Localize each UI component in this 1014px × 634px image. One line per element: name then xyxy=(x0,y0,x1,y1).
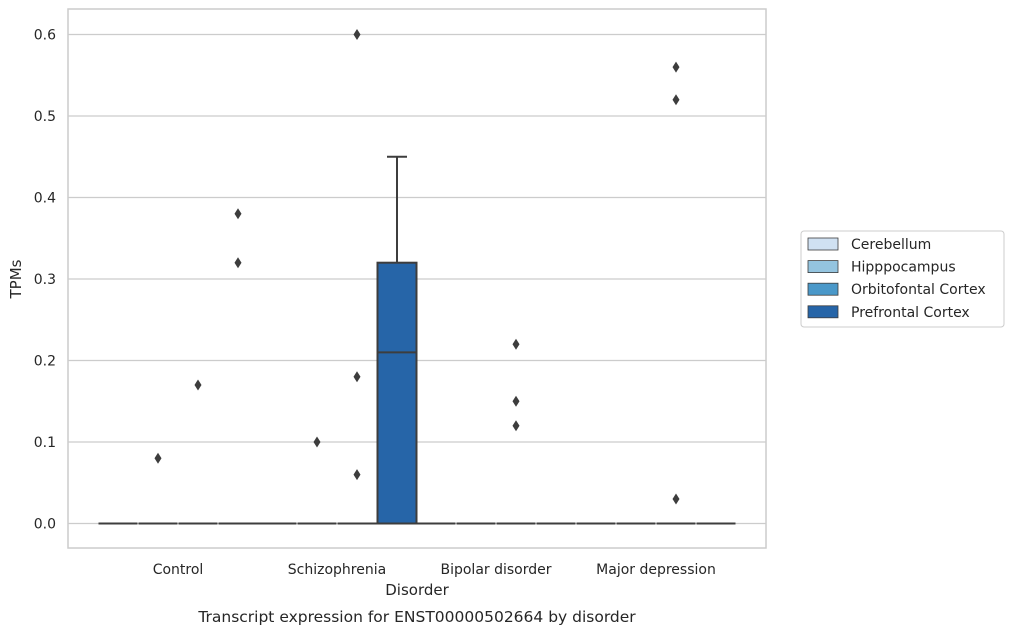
outlier-point xyxy=(672,493,680,505)
chart-caption: Transcript expression for ENST0000050266… xyxy=(197,608,636,626)
box-group xyxy=(297,436,337,525)
y-tick-label: 0.3 xyxy=(34,272,56,288)
legend-frame xyxy=(800,230,1005,328)
legend-items: Cerebellum Hipppocampus Orbitofontal Corte… xyxy=(807,237,986,321)
box-group xyxy=(496,338,536,525)
outlier-point xyxy=(672,94,680,106)
y-tick-label: 0.2 xyxy=(34,354,56,370)
outlier-point xyxy=(234,257,242,269)
y-tick-label: 0.4 xyxy=(34,191,56,207)
legend-item: Hipppocampus xyxy=(807,260,956,276)
y-tick-label: 0.6 xyxy=(34,28,56,44)
outlier-point xyxy=(512,395,520,407)
plot-marks xyxy=(98,29,736,525)
legend-swatch xyxy=(807,282,839,296)
legend-label: Orbitofontal Cortex xyxy=(851,282,986,298)
box-group xyxy=(218,208,258,525)
x-axis-title: Disorder xyxy=(385,581,449,599)
legend-item: Orbitofontal Cortex xyxy=(807,282,986,298)
legend-label: Prefrontal Cortex xyxy=(851,305,970,321)
x-tick-label: Bipolar disorder xyxy=(440,562,551,578)
legend-swatch xyxy=(807,260,839,274)
y-tick-label: 0.1 xyxy=(34,435,56,451)
outlier-point xyxy=(194,379,202,391)
legend-label: Cerebellum xyxy=(851,237,931,253)
box-group xyxy=(376,155,418,525)
box-group xyxy=(178,379,218,525)
plot-frame xyxy=(67,8,767,549)
legend-item: Prefrontal Cortex xyxy=(807,305,970,321)
outlier-point xyxy=(353,29,361,40)
legend-swatch xyxy=(807,237,839,251)
outlier-point xyxy=(512,420,520,432)
y-tick-labels: 0.0 0.1 0.2 0.3 0.4 0.5 0.6 xyxy=(34,28,56,533)
outlier-point xyxy=(353,371,361,383)
outlier-point xyxy=(353,469,361,481)
outlier-point xyxy=(512,338,520,350)
x-tick-label: Major depression xyxy=(596,562,716,578)
legend-item: Cerebellum xyxy=(807,237,931,253)
x-tick-label: Control xyxy=(153,562,204,578)
legend-swatch xyxy=(807,305,839,319)
x-tick-labels: Control Schizophrenia Bipolar disorder Majo… xyxy=(153,562,716,578)
box-group xyxy=(138,452,178,525)
x-tick-label: Schizophrenia xyxy=(288,562,386,578)
outlier-point xyxy=(313,436,321,448)
outlier-point xyxy=(154,452,162,464)
box xyxy=(376,261,418,525)
outlier-point xyxy=(234,208,242,220)
box-group xyxy=(337,29,377,525)
y-tick-label: 0.0 xyxy=(34,517,56,533)
legend: Cerebellum Hipppocampus Orbitofontal Corte… xyxy=(800,230,1005,328)
outlier-point xyxy=(672,61,680,73)
box-group xyxy=(656,61,696,525)
y-axis-title: TPMs xyxy=(7,259,25,299)
y-tick-label: 0.5 xyxy=(34,109,56,125)
legend-label: Hipppocampus xyxy=(851,260,956,276)
